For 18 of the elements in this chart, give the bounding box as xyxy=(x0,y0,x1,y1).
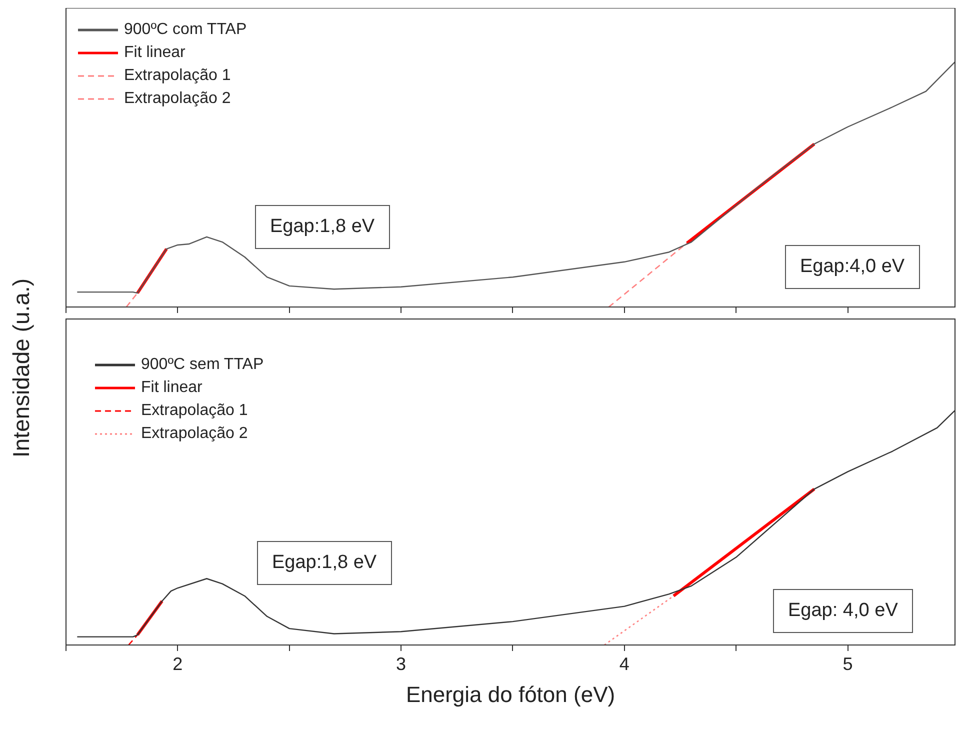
annotation: Egap:4,0 eV xyxy=(785,245,920,289)
legend-label: Extrapolação 1 xyxy=(141,401,248,421)
legend-label: Extrapolação 1 xyxy=(124,66,231,86)
x-tick-label: 2 xyxy=(172,654,183,674)
legend-label: Fit linear xyxy=(124,43,186,63)
legend-label: 900ºC com TTAP xyxy=(124,20,247,40)
legend-label: 900ºC sem TTAP xyxy=(141,355,264,375)
annotation: Egap: 4,0 eV xyxy=(773,589,913,633)
annotation: Egap:1,8 eV xyxy=(255,205,390,249)
y-axis-title: Intensidade (u.a.) xyxy=(8,278,35,458)
annotation: Egap:1,8 eV xyxy=(257,541,392,585)
legend-label: Extrapolação 2 xyxy=(141,424,248,444)
x-axis-title: Energia do fóton (eV) xyxy=(406,682,616,707)
x-tick-label: 3 xyxy=(396,654,406,674)
legend-label: Fit linear xyxy=(141,378,202,398)
x-tick-label: 4 xyxy=(619,654,630,674)
x-tick-label: 5 xyxy=(842,654,853,674)
legend-label: Extrapolação 2 xyxy=(124,89,231,109)
